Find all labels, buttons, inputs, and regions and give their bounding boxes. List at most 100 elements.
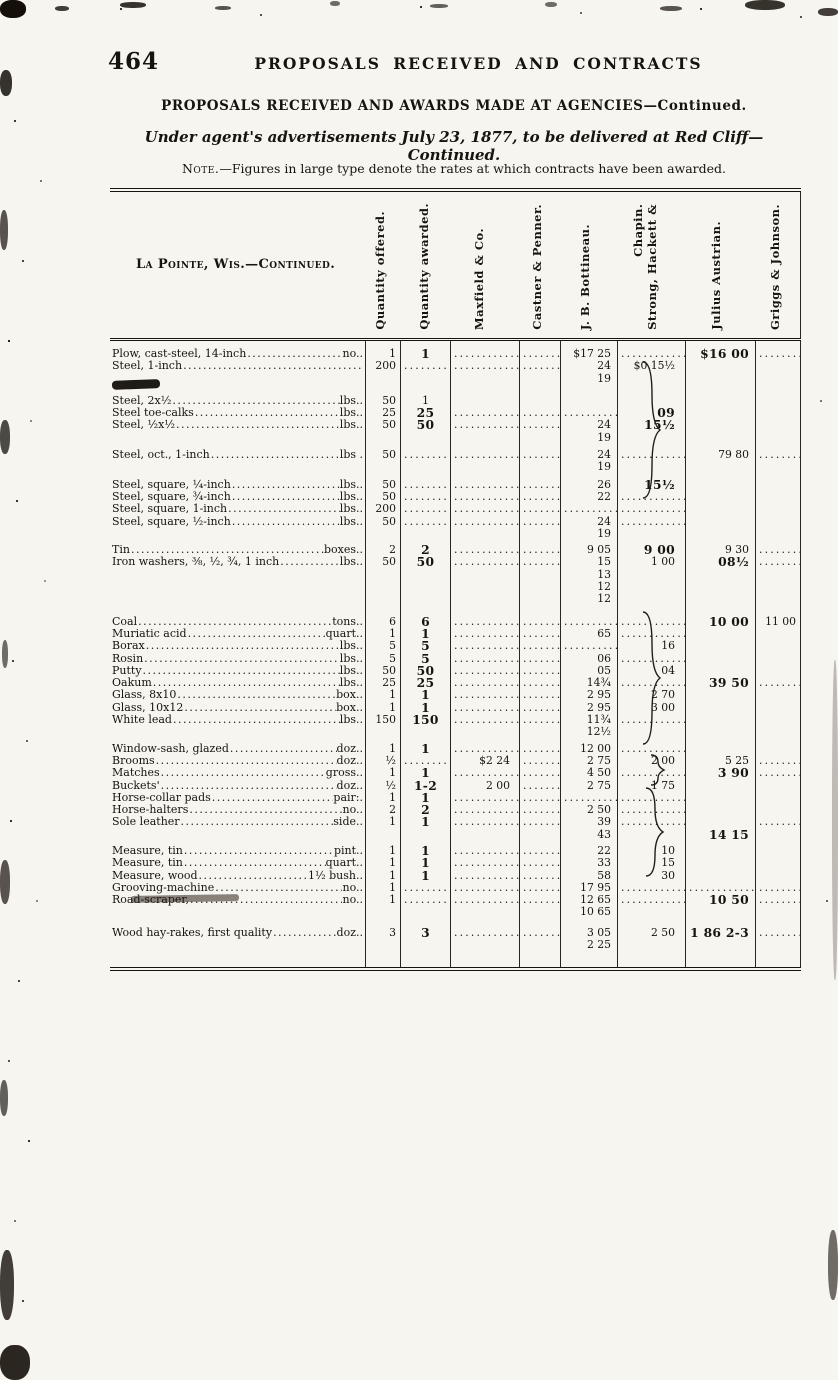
cell-griggs-johnson <box>755 869 801 882</box>
cell-julius-austrian <box>685 394 755 408</box>
cell-quantity-offered <box>365 738 400 743</box>
cell-maxfield <box>450 840 519 845</box>
cell-castner: ........................................ <box>519 894 560 919</box>
cell-griggs-johnson: ........................................ <box>755 926 801 952</box>
cell-strong-hackett <box>617 605 685 616</box>
cell-castner: ........................................ <box>519 419 560 445</box>
item-name: Measure, tin <box>112 843 183 857</box>
cell-item-label: Steel, oct., 1-inch.....................… <box>110 448 365 474</box>
cell-bottineau <box>560 951 617 968</box>
cell-maxfield: ........................................ <box>450 652 519 665</box>
section-heading: PROPOSALS RECEIVED AND AWARDS MADE AT AG… <box>161 98 747 114</box>
cell-quantity-offered: 5 <box>365 639 400 653</box>
cell-julius-austrian <box>685 515 755 541</box>
table-row: Road-scraper,...........................… <box>110 893 801 919</box>
cell-griggs-johnson <box>755 804 801 817</box>
cell-quantity-awarded <box>400 951 450 968</box>
cell-strong-hackett: 2 00 <box>617 754 685 768</box>
cell-strong-hackett: 15 <box>617 856 685 870</box>
cell-maxfield: ........................................ <box>450 926 519 952</box>
cell-item-label: Matches.................................… <box>110 766 365 780</box>
cell-julius-austrian: ........................................ <box>685 881 755 895</box>
cell-quantity-offered <box>365 840 400 845</box>
cell-maxfield <box>450 918 519 927</box>
cell-quantity-offered: 2 <box>365 543 400 557</box>
cell-quantity-offered: 1 <box>365 816 400 841</box>
cell-griggs-johnson <box>755 840 801 845</box>
cell-maxfield: ........................................ <box>450 844 519 858</box>
cell-quantity-offered: 1 <box>365 856 400 870</box>
item-unit: pair:. <box>333 790 363 804</box>
cell-julius-austrian <box>685 804 755 817</box>
table-row: Rosin...................................… <box>110 652 801 665</box>
cell-julius-austrian <box>685 951 755 968</box>
table-row: Borax...................................… <box>110 639 801 653</box>
item-unit: no.. <box>342 880 363 894</box>
dot-leader: ........................................… <box>198 869 308 882</box>
dot-leader: ........................................… <box>142 664 340 677</box>
cell-maxfield: ........................................ <box>450 677 519 690</box>
cell-item-label: Steel, 2x½..............................… <box>110 394 365 407</box>
item-name: Window-sash, glazed <box>112 741 229 755</box>
cell-item-label: Steel, square, 1-inch...................… <box>110 502 365 515</box>
cell-bottineau: 2 95 <box>560 701 617 715</box>
cell-castner: ........................................ <box>519 515 560 541</box>
cell-item-label: Muriatic acid...........................… <box>110 627 365 640</box>
col-header-quantity-awarded: Quantity awarded. <box>417 203 432 330</box>
cell-strong-hackett: 10 <box>617 844 685 858</box>
scan-artifact <box>0 1080 8 1116</box>
cell-griggs-johnson <box>755 503 801 516</box>
cell-item-label: Coal....................................… <box>110 615 365 628</box>
cell-quantity-offered: 50 <box>365 449 400 474</box>
cell-maxfield <box>450 738 519 743</box>
cell-julius-austrian <box>685 540 755 545</box>
scan-artifact <box>55 6 69 11</box>
cell-item-label <box>110 606 365 616</box>
item-unit: doz.. <box>336 925 363 939</box>
cell-strong-hackett <box>617 444 685 450</box>
cell-maxfield: ........................................ <box>450 816 519 841</box>
cell-quantity-offered: 50 <box>365 515 400 541</box>
cell-quantity-offered: 1 <box>365 742 400 755</box>
item-unit: gross.. <box>325 766 363 780</box>
cell-item-label: White lead..............................… <box>110 713 365 739</box>
cell-griggs-johnson <box>755 844 801 858</box>
table-row: Steel, square, ¾-inch...................… <box>110 490 801 504</box>
cell-quantity-offered: 150 <box>365 713 400 739</box>
cell-quantity-offered: ½ <box>365 754 400 768</box>
cell-maxfield: ........................................ <box>450 627 519 641</box>
cell-quantity-offered: 5 <box>365 652 400 665</box>
cell-bottineau: 15 13 12 12 <box>560 556 617 606</box>
cell-bottineau: 12 00 <box>560 742 617 755</box>
item-name: Glass, 8x10 <box>112 688 177 702</box>
item-name: Grooving-machine <box>112 880 215 894</box>
table-row: Tin.....................................… <box>110 543 801 557</box>
cell-castner: ........................................ <box>519 503 560 516</box>
cell-castner: ........................................ <box>519 664 560 678</box>
table-row: Grooving-machine........................… <box>110 880 801 895</box>
group-brace <box>642 611 662 745</box>
cell-quantity-awarded <box>400 384 450 395</box>
cell-julius-austrian: 14 15 <box>685 816 755 841</box>
note-text: —Figures in large type denote the rates … <box>219 161 727 176</box>
cell-julius-austrian: 10 00 <box>685 615 755 628</box>
scan-artifact <box>0 420 10 454</box>
col-header-julius-austrian: Julius Austrian. <box>709 221 724 330</box>
cell-strong-hackett: 09 <box>617 406 685 420</box>
cell-maxfield: ........................................ <box>450 894 519 919</box>
cell-quantity-awarded: 1 <box>400 791 450 805</box>
cell-castner: ........................................ <box>519 689 560 702</box>
cell-bottineau: 2 75 <box>560 779 617 792</box>
scan-artifact <box>818 8 838 16</box>
scan-artifact <box>0 0 2 2</box>
cell-castner: ........................................ <box>519 652 560 665</box>
cell-griggs-johnson: ........................................ <box>755 544 801 557</box>
cell-strong-hackett: 2 70 <box>617 689 685 702</box>
cell-item-label: Horse-collar pads.......................… <box>110 790 365 804</box>
dot-leader: ........................................… <box>176 419 340 432</box>
scan-artifact <box>120 2 146 8</box>
cell-castner: ........................................ <box>519 478 560 491</box>
cell-maxfield: ........................................ <box>450 640 519 653</box>
cell-quantity-awarded: 2 <box>400 803 450 817</box>
dot-leader: ........................................… <box>215 881 342 894</box>
